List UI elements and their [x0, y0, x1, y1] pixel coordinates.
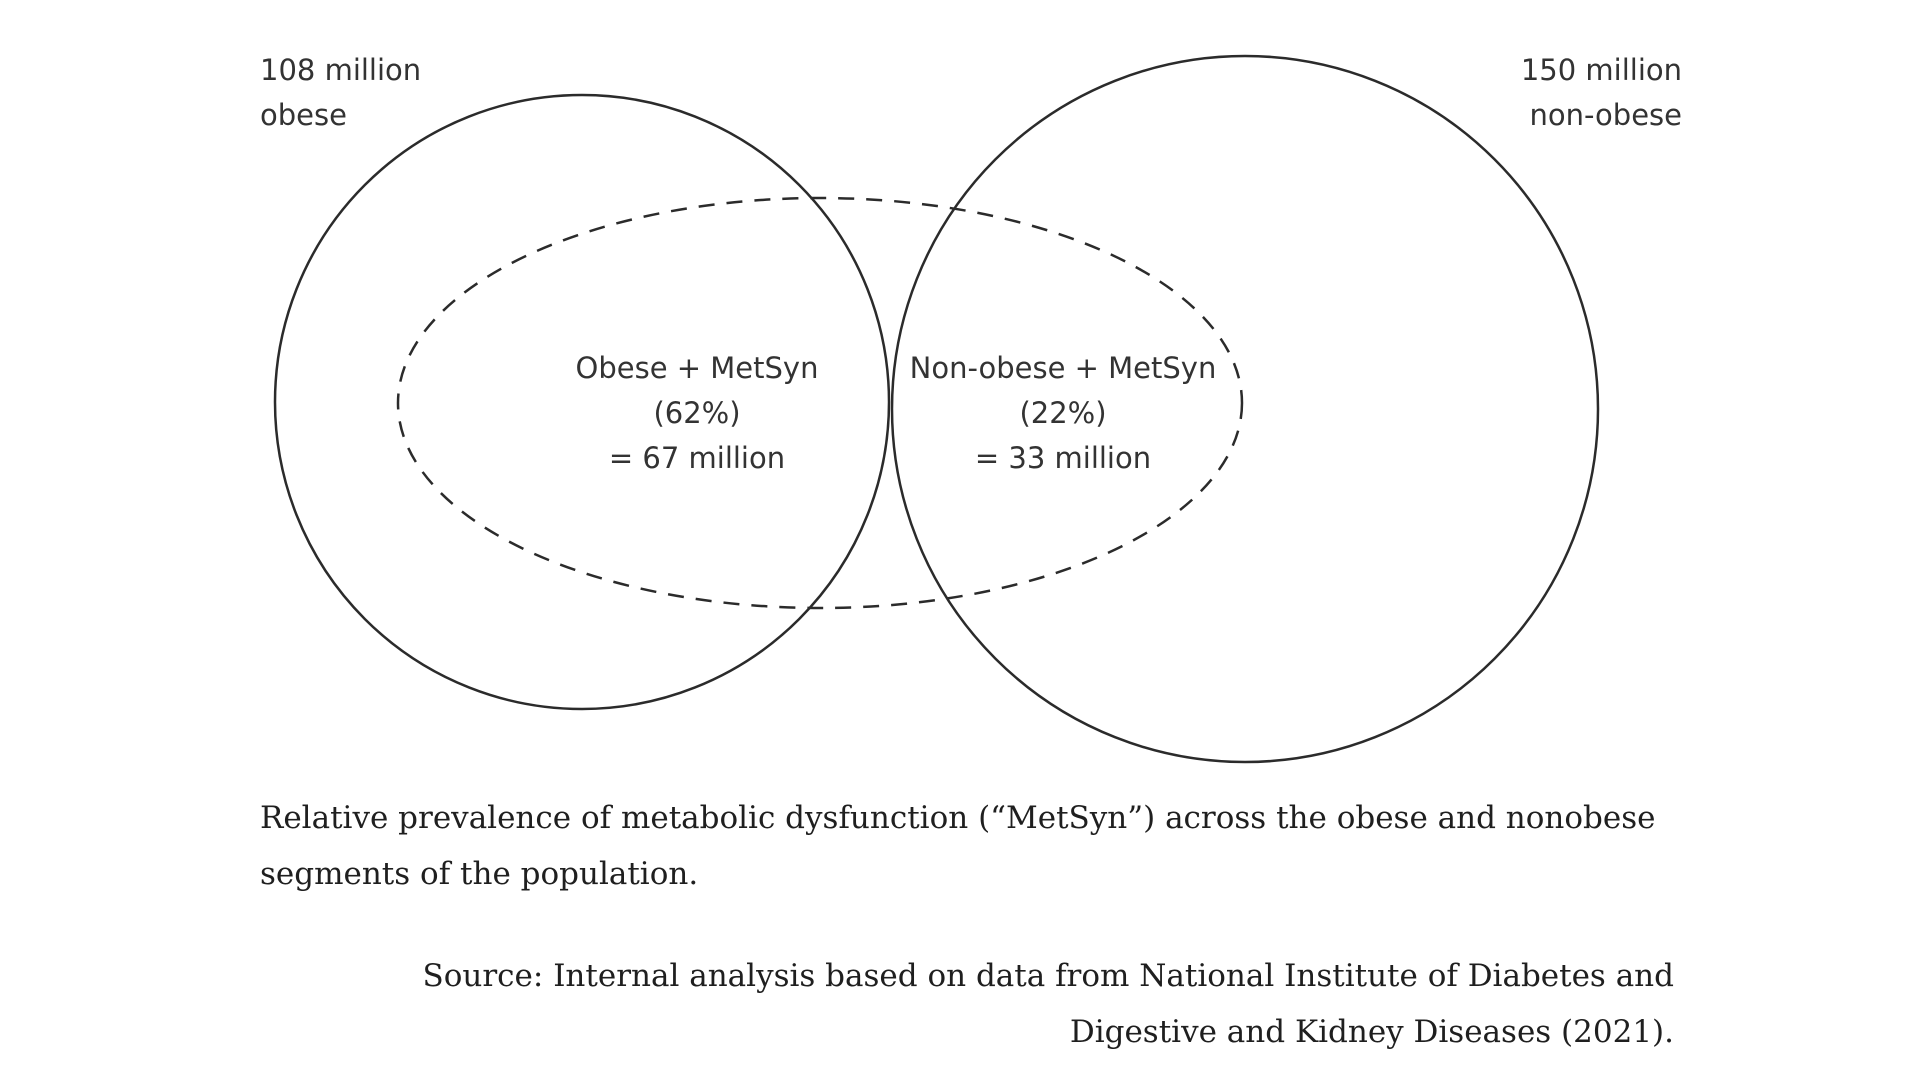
obese-label: obese — [260, 98, 347, 132]
non-obese-metsyn-title: Non-obese + MetSyn — [910, 351, 1217, 385]
caption-line-2: segments of the population. — [260, 856, 699, 892]
non-obese-count-label: 150 million — [1521, 53, 1682, 87]
obese-metsyn-title: Obese + MetSyn — [576, 351, 819, 385]
non-obese-label: non-obese — [1530, 98, 1682, 132]
figure-caption: Relative prevalence of metabolic dysfunc… — [260, 790, 1680, 902]
non-obese-circle — [890, 54, 1600, 764]
caption-line-1: Relative prevalence of metabolic dysfunc… — [260, 800, 1656, 836]
obese-count-label: 108 million — [260, 53, 421, 87]
obese-metsyn-percent: (62%) — [653, 396, 740, 430]
non-obese-metsyn-count: = 33 million — [975, 441, 1151, 475]
venn-diagram: 108 million obese 150 million non-obese … — [260, 53, 1682, 764]
metsyn-ellipse — [396, 196, 1244, 610]
figure-source: Source: Internal analysis based on data … — [374, 948, 1675, 1060]
source-line-1: Source: Internal analysis based on data … — [422, 958, 1675, 994]
non-obese-metsyn-percent: (22%) — [1019, 396, 1106, 430]
source-line-2: Digestive and Kidney Diseases (2021). — [1069, 1014, 1674, 1050]
obese-circle — [273, 93, 891, 711]
obese-metsyn-count: = 67 million — [609, 441, 785, 475]
